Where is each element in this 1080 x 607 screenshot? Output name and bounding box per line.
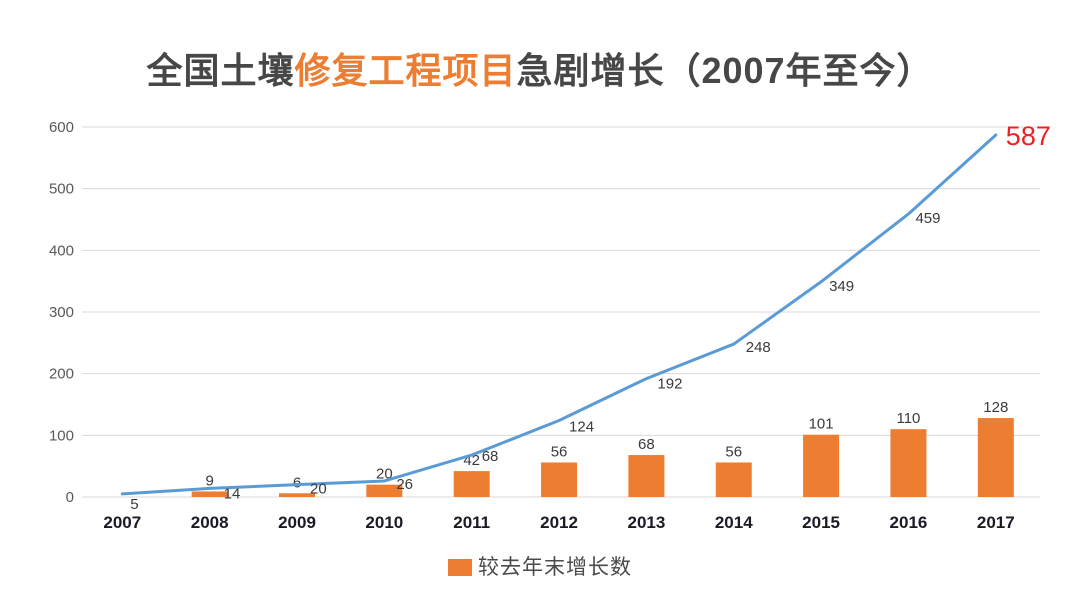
- bar-2014: [715, 462, 752, 497]
- bar-2012: [541, 462, 578, 497]
- y-tick-0: 0: [66, 489, 74, 506]
- bar-label-2008: 9: [205, 472, 213, 489]
- bar-label-2017: 128: [983, 399, 1008, 416]
- x-tick-2010: 2010: [365, 513, 403, 532]
- chart-title: 全国土壤修复工程项目急剧增长（2007年至今）: [0, 42, 1080, 94]
- bar-2009: [279, 493, 315, 497]
- bar-label-2009: 6: [293, 474, 301, 491]
- bar-2016: [890, 429, 927, 497]
- y-tick-100: 100: [49, 427, 74, 444]
- bar-2013: [628, 455, 665, 497]
- x-tick-2015: 2015: [802, 513, 840, 532]
- x-tick-2009: 2009: [278, 513, 316, 532]
- x-tick-2012: 2012: [540, 513, 578, 532]
- line-label-2014: 248: [746, 339, 771, 356]
- title-suffix: 急剧增长（2007年至今）: [516, 50, 934, 91]
- x-tick-2013: 2013: [627, 513, 665, 532]
- x-tick-2016: 2016: [890, 513, 928, 532]
- x-tick-2014: 2014: [715, 513, 753, 532]
- title-highlight: 修复工程项目: [294, 50, 517, 91]
- x-tick-2007: 2007: [103, 513, 141, 532]
- bar-2011: [453, 471, 490, 497]
- legend: 较去年末增长数: [0, 551, 1080, 581]
- trend-line: [120, 133, 998, 496]
- x-tick-2017: 2017: [977, 513, 1015, 532]
- final-line-label-2017: 587: [1006, 121, 1051, 151]
- bar-2010: [366, 484, 403, 497]
- line-label-2011: 68: [482, 448, 499, 465]
- y-tick-500: 500: [49, 181, 74, 198]
- bar-label-2012: 56: [551, 443, 568, 460]
- line-label-2010: 26: [396, 476, 413, 493]
- y-tick-200: 200: [49, 366, 74, 383]
- line-label-2016: 459: [915, 210, 940, 227]
- bar-label-2014: 56: [725, 443, 742, 460]
- line-label-2009: 20: [310, 481, 327, 498]
- line-label-2008: 14: [224, 485, 241, 502]
- line-label-2013: 192: [657, 376, 682, 393]
- title-prefix: 全国土壤: [146, 50, 295, 91]
- bar-2008: [191, 491, 228, 497]
- bar-2017: [977, 418, 1014, 497]
- bar-2015: [803, 434, 840, 497]
- line-label-2012: 124: [569, 419, 594, 436]
- y-tick-400: 400: [49, 242, 74, 259]
- y-tick-300: 300: [49, 304, 74, 321]
- x-tick-2008: 2008: [191, 513, 229, 532]
- legend-label: 较去年末增长数: [478, 556, 632, 579]
- x-tick-2011: 2011: [453, 513, 490, 532]
- bar-label-2016: 110: [896, 410, 920, 427]
- bar-label-2015: 101: [809, 416, 834, 433]
- bar-label-2013: 68: [638, 436, 655, 453]
- y-tick-600: 600: [49, 119, 74, 136]
- line-label-2007: 5: [130, 496, 138, 513]
- legend-swatch-bar-series: [448, 559, 472, 576]
- line-label-2015: 349: [829, 278, 854, 295]
